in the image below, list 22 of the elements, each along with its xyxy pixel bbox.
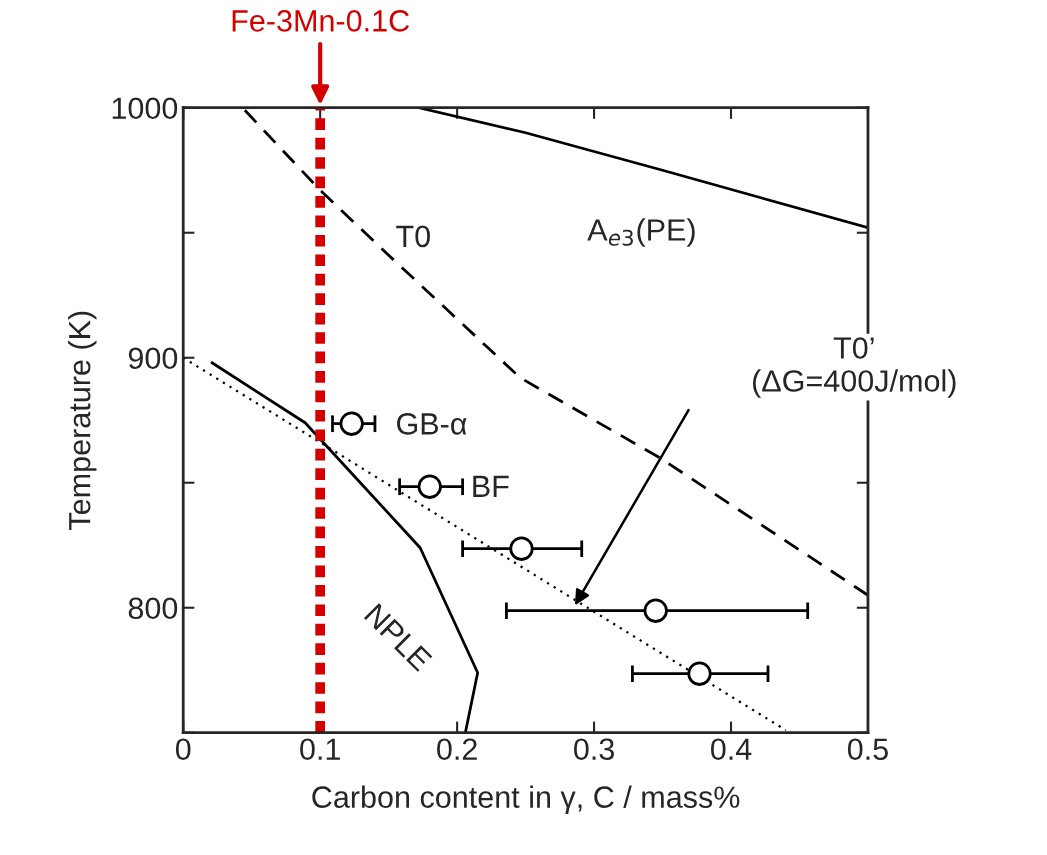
x-tick-label: 0.3	[574, 738, 614, 761]
y-tick-label: 900	[128, 347, 178, 370]
y-tick-label: 1000	[112, 97, 178, 120]
ref-line-label: Fe-3Mn-0.1C	[232, 10, 410, 32]
y-tick-label: 800	[128, 597, 178, 620]
x-tick-label: 0.1	[300, 738, 340, 761]
point	[643, 598, 668, 623]
point	[687, 661, 712, 686]
x-tick-label: 0.4	[710, 738, 752, 761]
point	[417, 474, 442, 499]
x-tick-label: 0	[175, 738, 191, 761]
annotation: A$_{e3}$(PE)	[587, 218, 695, 247]
x-tick-label: 0.5	[847, 738, 888, 761]
annotation: BF	[473, 475, 509, 497]
x-tick-label: 0.2	[437, 738, 477, 761]
point	[339, 411, 364, 436]
y-axis-title: Temperature (K)	[68, 311, 97, 530]
annotation: GB-α	[397, 413, 467, 435]
annotation: T0	[396, 225, 430, 248]
x-axis-title: Carbon content in γ, C / mass%	[312, 785, 740, 814]
point	[509, 536, 534, 561]
annotation: T0’ (ΔG=400J/mol)	[752, 337, 956, 398]
